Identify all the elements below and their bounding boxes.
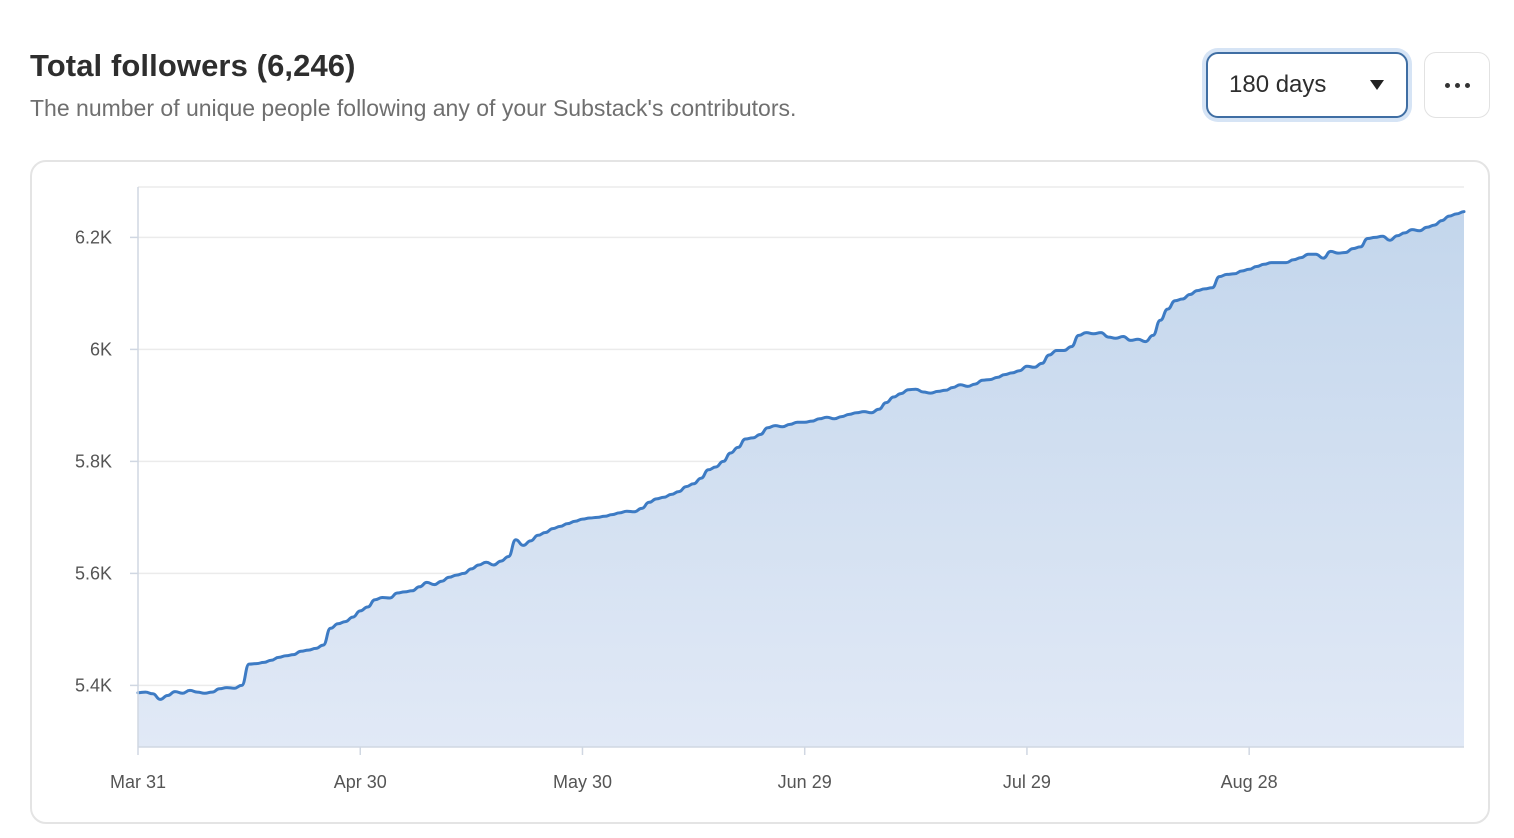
followers-area xyxy=(138,211,1464,748)
x-tick-label: Mar 31 xyxy=(110,772,166,792)
y-tick-label: 5.4K xyxy=(75,675,112,695)
y-tick-label: 6K xyxy=(90,339,112,359)
page-title: Total followers (6,246) xyxy=(30,48,356,83)
x-tick-label: Aug 28 xyxy=(1221,772,1278,792)
x-tick-label: Apr 30 xyxy=(334,772,387,792)
caret-down-icon xyxy=(1370,80,1384,90)
y-tick-label: 6.2K xyxy=(75,227,112,247)
more-options-button[interactable] xyxy=(1424,52,1490,118)
date-range-select[interactable]: 180 days xyxy=(1206,52,1408,118)
followers-line xyxy=(136,210,1466,701)
y-tick-label: 5.8K xyxy=(75,451,112,471)
y-tick-label: 5.6K xyxy=(75,563,112,583)
ellipsis-icon xyxy=(1444,82,1470,88)
x-tick-label: Jun 29 xyxy=(778,772,832,792)
x-tick-label: Jul 29 xyxy=(1003,772,1051,792)
x-tick-label: May 30 xyxy=(553,772,612,792)
page-subtitle: The number of unique people following an… xyxy=(30,95,797,121)
date-range-label: 180 days xyxy=(1229,71,1327,98)
